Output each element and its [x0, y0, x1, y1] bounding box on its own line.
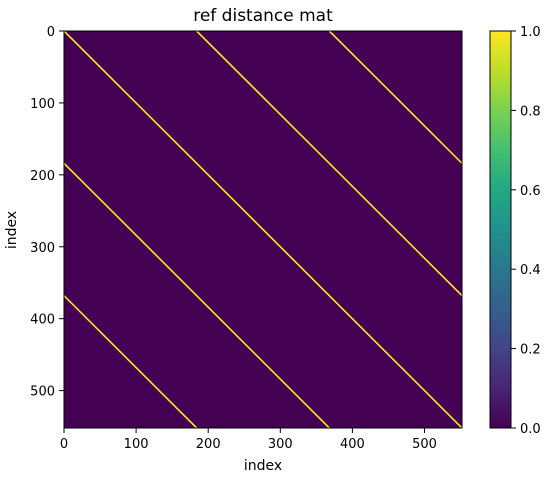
x-tick-label: 400 — [340, 437, 365, 452]
colorbar-tick-label: 0.4 — [520, 263, 541, 278]
x-tick-label: 500 — [412, 437, 437, 452]
plot-frame — [63, 30, 463, 429]
y-tick-label: 500 — [30, 385, 55, 400]
x-tick-label: 200 — [196, 437, 221, 452]
colorbar-tick-label: 0.8 — [520, 104, 541, 119]
distance-line-2 — [196, 31, 462, 297]
y-tick-label: 200 — [30, 169, 55, 184]
x-axis-label: index — [244, 458, 282, 474]
distance-line-3 — [328, 31, 462, 164]
y-tick-label: 400 — [30, 313, 55, 328]
colorbar-tick-label: 0.0 — [520, 422, 541, 437]
distance-line-4 — [64, 162, 330, 428]
x-tick-label: 0 — [60, 437, 68, 452]
colorbar-tick-label: 0.2 — [520, 343, 541, 358]
distance-line-1 — [64, 31, 462, 428]
distance-line-5 — [64, 295, 198, 428]
chart-title: ref distance mat — [193, 6, 333, 26]
x-tick-label: 100 — [124, 437, 149, 452]
y-axis-label: index — [4, 211, 20, 249]
colorbar-tick-label: 0.6 — [520, 184, 541, 199]
y-tick-label: 100 — [30, 97, 55, 112]
y-tick-label: 300 — [30, 241, 55, 256]
colorbar — [489, 30, 512, 429]
y-tick-label: 0 — [47, 25, 55, 40]
colorbar-tick-label: 1.0 — [520, 25, 541, 40]
x-tick-label: 300 — [268, 437, 293, 452]
